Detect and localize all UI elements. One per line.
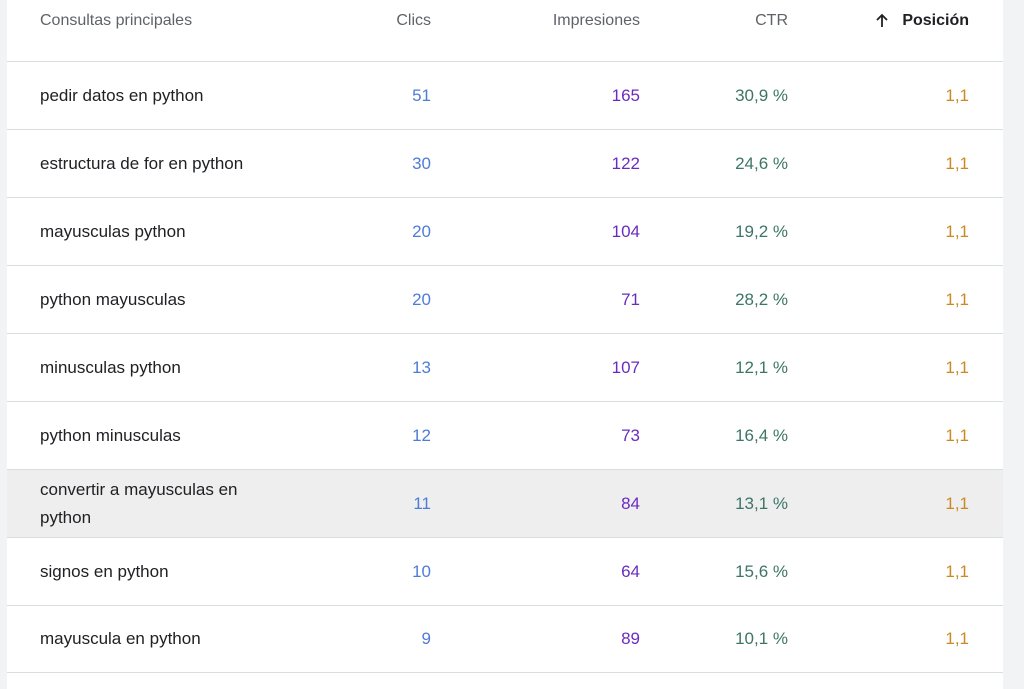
clicks-cell: 51 [412,85,431,105]
position-cell: 1,1 [945,85,969,105]
column-header-clicks[interactable]: Clics [396,12,431,29]
query-cell: mayusculas python [40,221,186,241]
column-header-ctr[interactable]: CTR [755,12,788,29]
query-cell: estructura de for en python [40,153,244,173]
ctr-cell: 30,9 % [735,85,788,105]
position-cell: 1,1 [945,561,969,581]
table-row[interactable]: convertir a mayusculas en python 11 84 1… [7,470,1003,538]
clicks-cell: 20 [412,289,431,309]
table-row[interactable]: python minusculas 12 73 16,4 % 1,1 [7,402,1003,470]
query-cell: python mayusculas [40,289,186,309]
table-row[interactable]: signos en python 10 64 15,6 % 1,1 [7,538,1003,606]
clicks-cell: 12 [412,425,431,445]
ctr-cell: 15,6 % [735,561,788,581]
impressions-cell: 122 [611,153,640,173]
table-row[interactable]: mayuscula en python 9 89 10,1 % 1,1 [7,606,1003,673]
impressions-cell: 71 [621,289,640,309]
impressions-cell: 73 [621,425,640,445]
arrow-up-icon [874,13,890,29]
column-header-query[interactable]: Consultas principales [40,12,193,29]
impressions-cell: 89 [621,629,640,648]
position-cell: 1,1 [945,357,969,377]
impressions-cell: 104 [611,221,640,241]
column-header-position-label: Posición [902,12,969,29]
query-cell: mayuscula en python [40,629,201,648]
clicks-cell: 30 [412,153,431,173]
clicks-cell: 20 [412,221,431,241]
clicks-cell: 11 [413,493,431,513]
ctr-cell: 16,4 % [735,425,788,445]
position-cell: 1,1 [945,425,969,445]
position-cell: 1,1 [945,153,969,173]
impressions-cell: 64 [621,561,640,581]
position-cell: 1,1 [945,629,969,648]
ctr-cell: 24,6 % [735,153,788,173]
position-cell: 1,1 [945,289,969,309]
query-cell: python minusculas [40,425,181,445]
clicks-cell: 10 [412,561,431,581]
top-queries-table: Consultas principales Clics Impresiones … [7,0,1003,689]
table-row[interactable]: pedir datos en python 51 165 30,9 % 1,1 [7,62,1003,130]
table-row[interactable]: python mayusculas 20 71 28,2 % 1,1 [7,266,1003,334]
table-row[interactable]: minusculas python 13 107 12,1 % 1,1 [7,334,1003,402]
query-cell: convertir a mayusculas en python [40,479,238,527]
position-cell: 1,1 [945,221,969,241]
impressions-cell: 165 [611,85,640,105]
clicks-cell: 9 [421,629,431,648]
ctr-cell: 12,1 % [735,357,788,377]
ctr-cell: 13,1 % [735,493,788,513]
ctr-cell: 10,1 % [735,629,788,648]
impressions-cell: 107 [611,357,640,377]
table-row[interactable]: mayusculas python 20 104 19,2 % 1,1 [7,198,1003,266]
query-cell: signos en python [40,561,169,581]
impressions-cell: 84 [621,493,640,513]
clicks-cell: 13 [412,357,431,377]
table-header: Consultas principales Clics Impresiones … [7,0,1003,62]
column-header-impressions[interactable]: Impresiones [552,12,640,29]
column-header-position[interactable]: Posición [874,12,969,30]
table-row[interactable]: estructura de for en python 30 122 24,6 … [7,130,1003,198]
query-cell: pedir datos en python [40,85,204,105]
ctr-cell: 19,2 % [735,221,788,241]
position-cell: 1,1 [945,493,969,513]
ctr-cell: 28,2 % [735,289,788,309]
query-cell: minusculas python [40,357,181,377]
